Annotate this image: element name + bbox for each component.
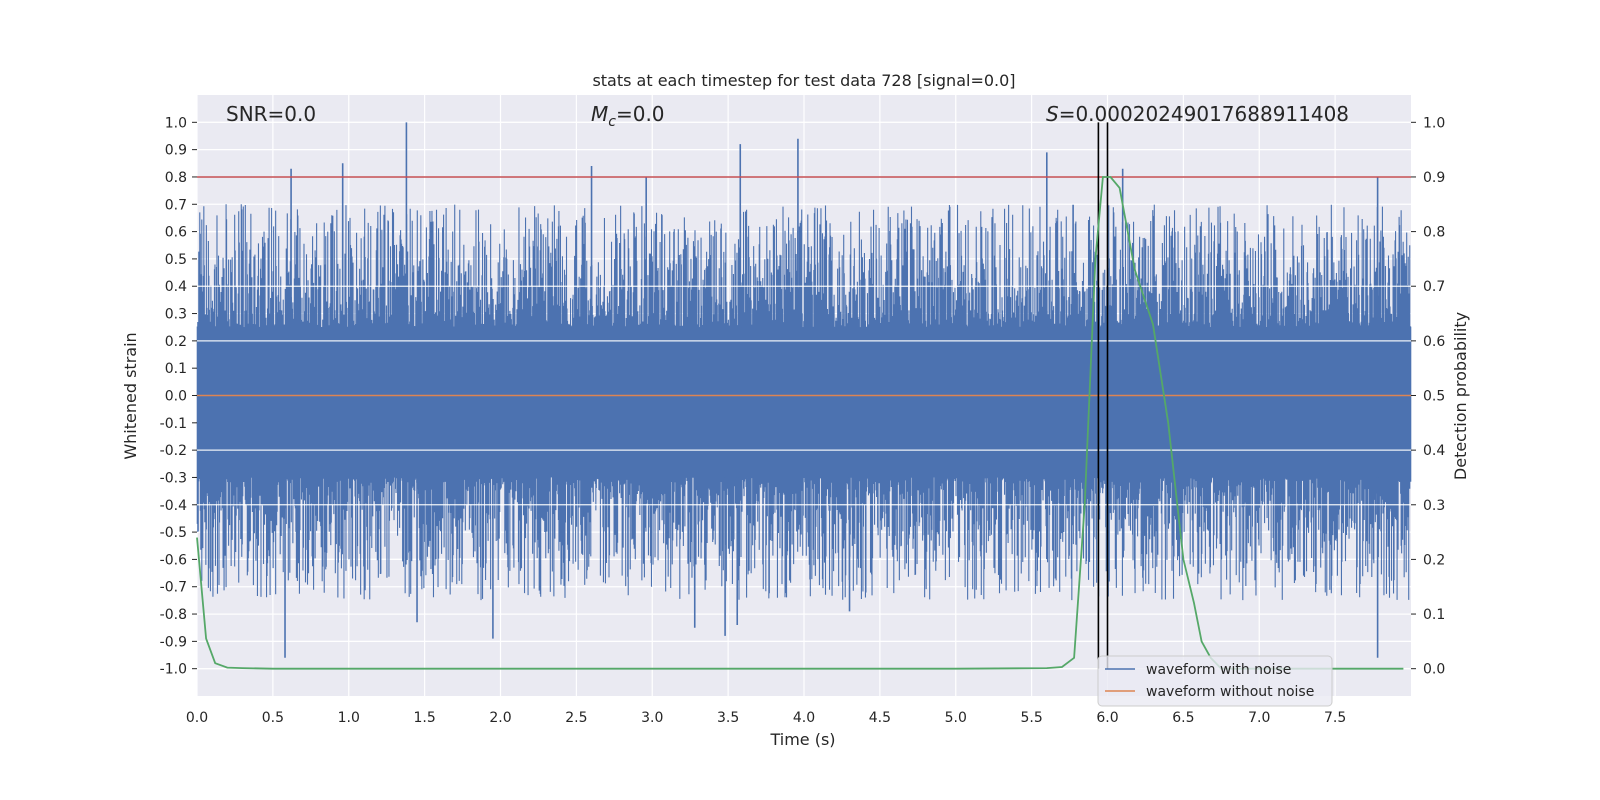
y-tick-label-left: -0.1 — [160, 416, 187, 432]
y-tick-label-left: 0.2 — [165, 334, 187, 350]
y-tick-label-left: -0.2 — [160, 443, 187, 459]
y-tick-label-left: -0.4 — [160, 498, 187, 514]
legend-label-clean: waveform without noise — [1146, 684, 1314, 700]
y-tick-label-right: 0.6 — [1423, 334, 1445, 350]
x-tick-label: 3.0 — [641, 710, 663, 726]
y-tick-label-left: -0.3 — [160, 470, 187, 486]
y-tick-label-right: 0.9 — [1423, 170, 1445, 186]
y-tick-label-left: -0.8 — [160, 607, 187, 623]
chirp-mass-annotation: Mc=0.0 — [591, 102, 665, 130]
y-tick-label-left: 0.5 — [165, 252, 187, 268]
y-tick-label-right: 0.2 — [1423, 552, 1445, 568]
x-tick-label: 0.5 — [262, 710, 284, 726]
snr-annotation: SNR=0.0 — [226, 102, 316, 126]
legend-label-noise: waveform with noise — [1146, 662, 1291, 678]
y-tick-label-right: 0.0 — [1423, 662, 1445, 678]
y-tick-label-left: 0.1 — [165, 361, 187, 377]
mc-value: =0.0 — [616, 102, 665, 126]
score-annotation: S=0.00020249017688911408 — [1046, 102, 1349, 126]
x-tick-label: 5.5 — [1020, 710, 1042, 726]
x-tick-label: 7.5 — [1324, 710, 1346, 726]
y-tick-label-right: 0.5 — [1423, 389, 1445, 405]
x-tick-label: 6.5 — [1172, 710, 1194, 726]
x-tick-label: 2.0 — [489, 710, 511, 726]
y-tick-label-left: -1.0 — [160, 662, 187, 678]
overlay-series — [196, 122, 1411, 670]
detection-probability-line — [196, 176, 1404, 670]
legend-box — [1097, 655, 1333, 707]
y-tick-label-right: 1.0 — [1423, 115, 1445, 131]
y-axis-label-right: Detection probability — [1451, 312, 1470, 480]
s-value: =0.00020249017688911408 — [1059, 102, 1349, 126]
y-tick-label-left: 0.8 — [165, 170, 187, 186]
y-tick-label-left: -0.9 — [160, 634, 187, 650]
legend: waveform with noise waveform without noi… — [1097, 655, 1333, 707]
mc-subscript: c — [608, 114, 616, 130]
y-tick-label-right: 0.7 — [1423, 279, 1445, 295]
x-tick-label: 5.0 — [945, 710, 967, 726]
y-tick-label-right: 0.3 — [1423, 498, 1445, 514]
x-tick-label: 2.5 — [565, 710, 587, 726]
y-tick-label-left: 0.9 — [165, 143, 187, 159]
x-tick-label: 4.5 — [869, 710, 891, 726]
y-tick-label-right: 0.1 — [1423, 607, 1445, 623]
noise-series — [196, 122, 1412, 658]
x-tick-label: 1.5 — [413, 710, 435, 726]
x-tick-label: 7.0 — [1248, 710, 1270, 726]
x-tick-label: 6.0 — [1096, 710, 1118, 726]
y-tick-label-left: 0.4 — [165, 279, 187, 295]
noise-core-band — [197, 327, 1411, 478]
y-tick-label-left: 0.3 — [165, 307, 187, 323]
y-tick-label-left: 0.0 — [165, 389, 187, 405]
y-tick-label-left: 1.0 — [165, 115, 187, 131]
x-axis-label: Time (s) — [769, 730, 835, 749]
mc-symbol: M — [591, 102, 608, 126]
x-tick-label: 1.0 — [338, 710, 360, 726]
x-tick-label: 0.0 — [186, 710, 208, 726]
x-tick-label: 4.0 — [793, 710, 815, 726]
x-tick-label: 3.5 — [717, 710, 739, 726]
y-axis-label-left: Whitened strain — [121, 332, 140, 459]
y-tick-label-left: -0.5 — [160, 525, 187, 541]
y-tick-label-right: 0.4 — [1423, 443, 1445, 459]
axes: 0.0 0.5 1.0 1.5 2.0 2.5 3.0 3.5 4.0 4.5 5.0 5.5 6.0 6… — [160, 115, 1446, 726]
y-tick-label-right: 0.8 — [1423, 225, 1445, 241]
y-tick-label-left: -0.7 — [160, 580, 187, 596]
y-tick-label-left: 0.7 — [165, 197, 187, 213]
y-tick-label-left: 0.6 — [165, 225, 187, 241]
s-symbol: S — [1046, 102, 1059, 126]
y-tick-label-left: -0.6 — [160, 552, 187, 568]
chart-title: stats at each timestep for test data 728… — [592, 71, 1015, 90]
